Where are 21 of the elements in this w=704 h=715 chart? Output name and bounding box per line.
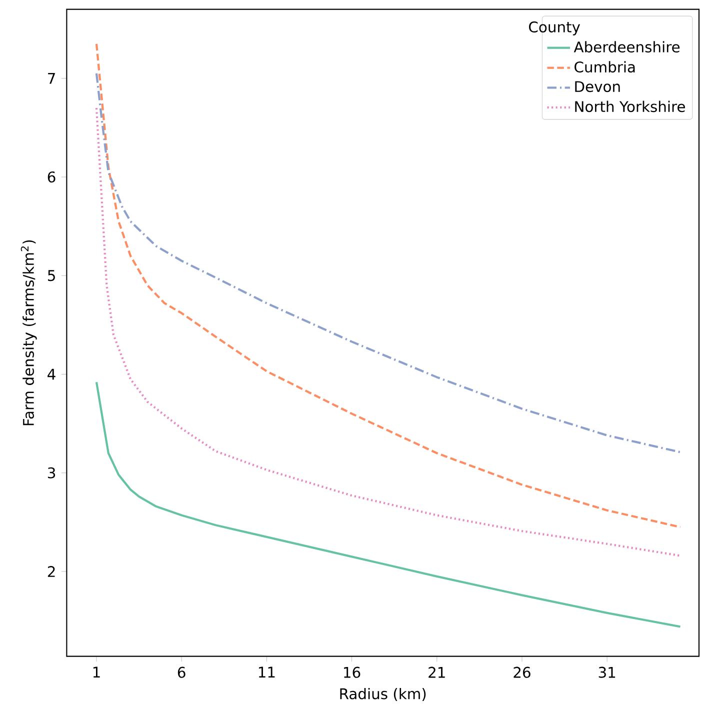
x-tick-label: 26 bbox=[514, 666, 530, 678]
x-tick-label: 21 bbox=[428, 666, 445, 678]
legend-title: County bbox=[528, 21, 580, 36]
y-tick-label: 7 bbox=[48, 73, 55, 84]
legend-label: Cumbria bbox=[574, 61, 635, 73]
y-tick-label: 3 bbox=[48, 467, 55, 478]
legend-label: North Yorkshire bbox=[575, 100, 685, 112]
legend-label: Devon bbox=[575, 81, 620, 92]
y-tick-label: 4 bbox=[47, 368, 56, 380]
y-tick-label: 6 bbox=[48, 171, 56, 183]
x-tick-label: 1 bbox=[93, 666, 100, 678]
x-tick-label: 11 bbox=[258, 666, 274, 678]
x-tick-label: 31 bbox=[598, 666, 615, 678]
y-tick-label: 2 bbox=[48, 566, 55, 577]
x-tick-label: 16 bbox=[344, 666, 360, 678]
line-series bbox=[95, 381, 682, 628]
y-tick-label: 5 bbox=[48, 270, 55, 282]
y-axis-title: Farm density (farms/km$^{2}$) bbox=[20, 240, 37, 426]
legend-label: Aberdeenshire bbox=[574, 41, 680, 53]
x-axis-title: Radius (km) bbox=[340, 688, 426, 702]
x-tick-label: 6 bbox=[178, 666, 186, 678]
